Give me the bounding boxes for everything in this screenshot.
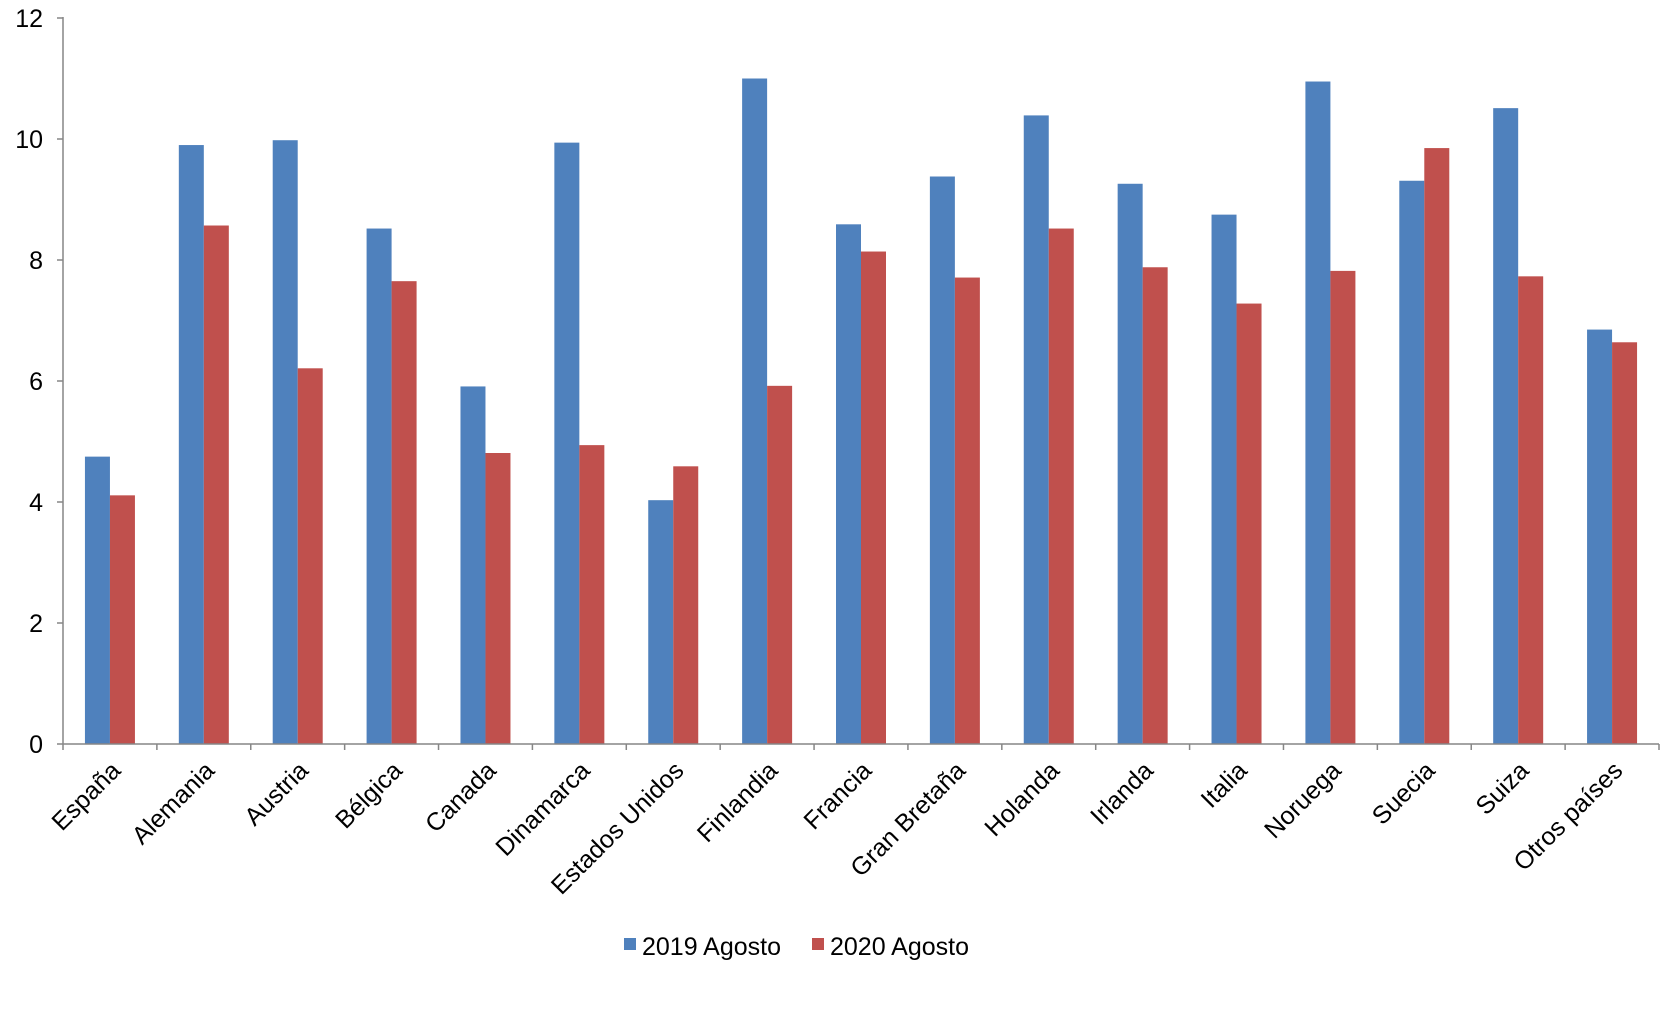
bar-series2-14 [1424,148,1450,744]
bar-series1-14 [1399,180,1425,744]
bar-series2-13 [1330,270,1356,744]
bar-series1-5 [554,142,580,744]
legend-swatch-1 [624,938,636,950]
bar-series1-1 [178,145,204,745]
bar-series2-8 [861,251,886,744]
bar-series1-7 [742,78,768,744]
y-tick-label-4: 8 [29,247,43,275]
y-tick-label-2: 4 [29,489,43,517]
y-tick-label-5: 10 [15,126,43,154]
x-category-label-8: Francia [798,756,877,835]
bar-series1-16 [1587,329,1613,744]
bar-series1-12 [1211,214,1237,745]
bar-series2-10 [1048,228,1074,745]
bar-series1-2 [272,140,298,744]
x-category-label-0: España [46,756,126,836]
legend-label-1: 2019 Agosto [642,933,781,961]
bar-series1-3 [366,228,392,745]
x-category-label-10: Holanda [979,756,1065,842]
y-tick-label-1: 2 [29,610,43,638]
bar-series2-5 [579,445,605,744]
bar-series2-3 [391,281,417,744]
x-category-label-7: Finlandia [692,756,784,848]
bar-series1-0 [84,456,110,745]
bars-layer [84,78,1638,745]
bar-series2-2 [297,368,323,744]
bar-series1-9 [929,176,955,744]
bar-series1-10 [1023,115,1049,744]
y-tick-label-0: 0 [29,731,43,759]
legend-label-2: 2020 Agosto [830,933,969,961]
bar-series2-6 [673,466,699,744]
bar-series1-13 [1305,81,1331,744]
bar-series2-11 [1142,267,1168,744]
bar-series1-4 [460,386,486,744]
y-tick-label-3: 6 [29,368,43,396]
x-category-label-11: Irlanda [1085,756,1159,830]
legend-swatch-2 [812,938,824,950]
y-tick-label-6: 12 [15,5,43,33]
bar-series2-7 [767,385,793,744]
bar-series2-1 [203,225,229,744]
x-category-label-13: Noruega [1259,756,1347,844]
bar-series1-6 [648,500,674,744]
bar-series1-15 [1493,108,1519,744]
bar-series2-9 [954,277,980,744]
x-category-label-1: Alemania [127,756,221,850]
bar-series2-4 [485,453,511,744]
bar-series2-16 [1612,342,1638,744]
bar-series2-12 [1236,303,1262,744]
x-category-label-4: Canada [420,756,502,838]
bar-series2-15 [1518,276,1544,744]
bar-series1-8 [836,224,861,744]
x-category-label-2: Austria [239,756,314,831]
bar-series1-11 [1117,183,1143,744]
bar-series2-0 [109,495,135,744]
x-category-label-12: Italia [1196,756,1253,813]
x-category-label-3: Bélgica [330,756,408,834]
x-category-label-15: Suiza [1470,756,1534,820]
legend: 2019 Agosto 2020 Agosto [624,933,969,961]
x-category-label-14: Suecia [1367,756,1441,830]
